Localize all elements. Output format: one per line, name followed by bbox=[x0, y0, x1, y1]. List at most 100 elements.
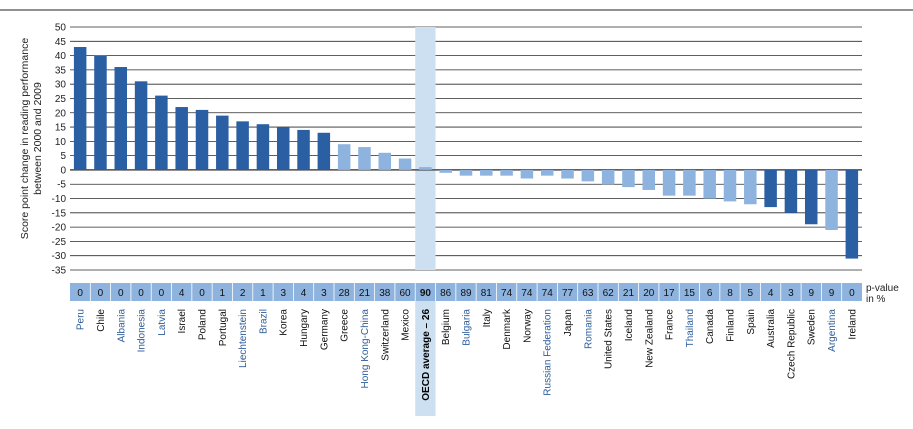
y-tick-label: 50 bbox=[55, 23, 67, 34]
bar-israel bbox=[175, 107, 188, 170]
p-value-band bbox=[70, 283, 862, 301]
x-label-korea: Korea bbox=[279, 309, 290, 336]
y-tick-label: 45 bbox=[55, 37, 67, 48]
y-tick-label: 10 bbox=[55, 137, 67, 148]
p-value-australia: 4 bbox=[768, 288, 774, 299]
y-tick-label: -20 bbox=[52, 223, 67, 234]
x-label-finland: Finland bbox=[726, 309, 737, 342]
x-label-canada: Canada bbox=[705, 309, 716, 344]
x-label-poland: Poland bbox=[198, 309, 209, 340]
oecd-highlight-band bbox=[415, 27, 436, 416]
bar-hungary bbox=[297, 129, 310, 170]
p-value-france: 17 bbox=[664, 288, 676, 299]
bar-chile bbox=[94, 55, 107, 170]
y-tick-label: -15 bbox=[52, 208, 67, 219]
bar-greece bbox=[337, 144, 351, 170]
p-value-peru: 0 bbox=[77, 288, 83, 299]
bar-denmark bbox=[500, 169, 513, 176]
p-value-title-line-1: p-value bbox=[866, 283, 899, 294]
p-value-belgium: 86 bbox=[440, 288, 452, 299]
bars bbox=[70, 47, 862, 259]
x-label-liechtenstein: Liechtenstein bbox=[238, 309, 249, 368]
bar-hong-kong-china bbox=[358, 147, 371, 170]
bar-belgium bbox=[439, 169, 452, 173]
x-label-ireland: Ireland bbox=[847, 309, 858, 340]
x-label-belgium: Belgium bbox=[441, 309, 452, 345]
p-value-united-states: 62 bbox=[603, 288, 615, 299]
bar-liechtenstein bbox=[236, 121, 249, 170]
y-tick-label: 25 bbox=[55, 94, 67, 105]
p-value-israel: 4 bbox=[179, 288, 185, 299]
x-label-australia: Australia bbox=[766, 309, 777, 348]
p-value-czech-republic: 3 bbox=[788, 288, 794, 299]
bar-indonesia bbox=[134, 81, 148, 170]
p-value-hungary: 4 bbox=[301, 288, 307, 299]
bar-albania bbox=[114, 67, 128, 170]
x-label-spain: Spain bbox=[746, 309, 757, 335]
y-tick-label: 40 bbox=[55, 51, 67, 62]
x-label-peru: Peru bbox=[76, 309, 87, 330]
p-value-denmark: 74 bbox=[501, 288, 513, 299]
p-value-spain: 5 bbox=[748, 288, 754, 299]
x-label-russian-federation: Russian Federation bbox=[543, 309, 554, 396]
p-value-canada: 6 bbox=[707, 288, 713, 299]
x-label-sweden: Sweden bbox=[807, 309, 818, 345]
x-label-japan: Japan bbox=[563, 309, 574, 336]
x-label-latvia: Latvia bbox=[157, 309, 168, 336]
bar-switzerland bbox=[378, 152, 392, 170]
oecd-band-plot bbox=[415, 27, 436, 270]
x-label-brazil: Brazil bbox=[258, 309, 269, 334]
p-value-ireland: 0 bbox=[849, 288, 855, 299]
p-value-italy: 81 bbox=[481, 288, 493, 299]
x-label-chile: Chile bbox=[96, 309, 107, 332]
bar-portugal bbox=[216, 115, 229, 170]
p-value-switzerland: 38 bbox=[379, 288, 391, 299]
bar-latvia bbox=[155, 95, 168, 170]
p-value-thailand: 15 bbox=[684, 288, 696, 299]
y-tick-label: 20 bbox=[55, 108, 67, 119]
y-tick-label: 35 bbox=[55, 65, 67, 76]
bar-united-states bbox=[601, 169, 615, 185]
y-axis-title-line-2: between 2000 and 2009 bbox=[32, 82, 44, 195]
p-value-korea: 3 bbox=[280, 288, 286, 299]
p-value-indonesia: 0 bbox=[138, 288, 144, 299]
bar-canada bbox=[703, 169, 716, 199]
bar-korea bbox=[276, 127, 290, 170]
x-label-france: France bbox=[665, 309, 676, 341]
x-label-thailand: Thailand bbox=[685, 309, 696, 347]
p-value-sweden: 9 bbox=[808, 288, 814, 299]
p-value-liechtenstein: 2 bbox=[240, 288, 246, 299]
x-label-oecd-average-26: OECD average – 26 bbox=[421, 309, 432, 401]
x-label-switzerland: Switzerland bbox=[380, 309, 391, 361]
x-label-albania: Albania bbox=[116, 309, 127, 343]
bar-thailand bbox=[683, 169, 696, 196]
p-value-row: 0 0 0 0 0 4 0 1 2 1 3 4 3 28 21 38 60 90 86 89 81 74 74 74 77 63 6… bbox=[70, 283, 862, 301]
x-label-mexico: Mexico bbox=[401, 309, 412, 341]
x-label-hungary: Hungary bbox=[299, 309, 310, 347]
x-label-norway: Norway bbox=[522, 309, 533, 343]
p-value-brazil: 1 bbox=[260, 288, 266, 299]
p-value-hong-kong-china: 21 bbox=[359, 288, 371, 299]
p-value-bulgaria: 89 bbox=[460, 288, 472, 299]
p-value-albania: 0 bbox=[118, 288, 124, 299]
bar-romania bbox=[581, 169, 595, 182]
p-value-oecd-average-26: 90 bbox=[420, 288, 432, 299]
bar-oecd-average-26 bbox=[419, 167, 432, 170]
p-value-germany: 3 bbox=[321, 288, 327, 299]
x-tick-labels: Peru Chile Albania Indonesia Latvia Israel Pol… bbox=[76, 308, 859, 401]
y-tick-label: -5 bbox=[57, 180, 66, 191]
x-label-israel: Israel bbox=[177, 309, 188, 333]
y-axis-title: Score point change in reading performanc… bbox=[19, 38, 44, 240]
bar-russian-federation bbox=[540, 169, 554, 176]
x-label-argentina: Argentina bbox=[827, 309, 838, 352]
bar-argentina bbox=[825, 169, 838, 230]
y-tick-label: -35 bbox=[52, 266, 67, 277]
y-tick-label: 30 bbox=[55, 80, 67, 91]
y-tick-label: 15 bbox=[55, 123, 67, 134]
x-label-indonesia: Indonesia bbox=[137, 309, 148, 353]
bar-sweden bbox=[804, 169, 818, 225]
bar-brazil bbox=[256, 124, 270, 170]
p-value-poland: 0 bbox=[199, 288, 205, 299]
